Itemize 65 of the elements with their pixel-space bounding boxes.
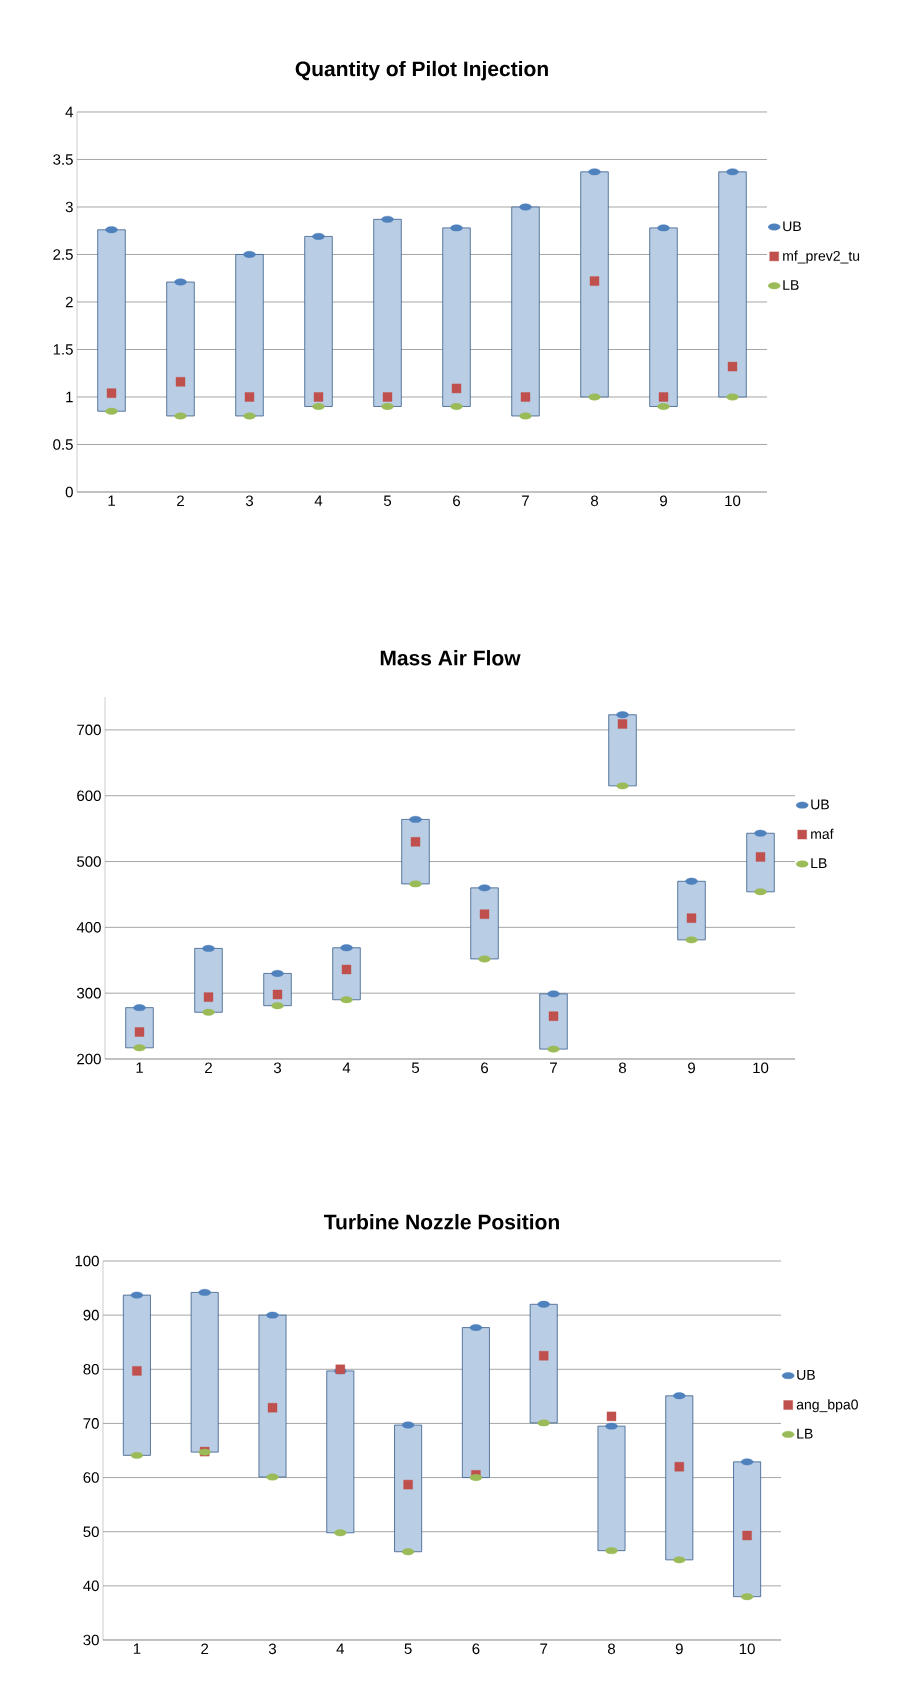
x-tick-label: 2 (201, 1643, 209, 1654)
x-tick-label: 3 (245, 495, 254, 507)
legend-label: LB (797, 1428, 813, 1439)
x-tick-label: 9 (660, 495, 667, 507)
y-tick-label: 2.5 (53, 249, 73, 260)
x-tick-label: 4 (342, 1062, 351, 1073)
x-tick-label: 2 (177, 495, 184, 506)
legend-label: ang_bpa0 (796, 1399, 858, 1413)
chart-title: Turbine Nozzle Position (324, 1214, 559, 1230)
y-tick-label: 60 (83, 1472, 99, 1483)
x-tick-label: 10 (753, 1062, 769, 1074)
y-tick-label: 0 (65, 486, 73, 498)
y-tick-label: 700 (77, 724, 101, 736)
y-tick-label: 200 (77, 1053, 101, 1065)
legend-label: LB (783, 280, 799, 290)
y-tick-label: 50 (83, 1526, 99, 1538)
x-tick-label: 6 (453, 495, 461, 507)
x-tick-label: 7 (550, 1062, 557, 1073)
y-tick-label: 300 (77, 987, 101, 999)
y-tick-label: 1 (66, 391, 73, 403)
x-tick-label: 7 (540, 1643, 548, 1654)
y-tick-label: 40 (83, 1580, 99, 1592)
y-tick-label: 600 (77, 790, 101, 802)
x-tick-label: 10 (739, 1643, 755, 1655)
y-tick-label: 4 (65, 106, 74, 118)
legend-label: UB (797, 1370, 815, 1380)
y-tick-label: 3.5 (53, 154, 73, 165)
y-tick-label: 100 (75, 1255, 99, 1267)
x-tick-label: 3 (268, 1643, 277, 1655)
y-tick-label: 70 (83, 1418, 99, 1429)
chart-title: Mass Air Flow (380, 650, 521, 666)
x-tick-label: 1 (108, 495, 115, 506)
x-tick-label: 1 (133, 1643, 141, 1654)
x-tick-label: 2 (205, 1062, 212, 1073)
legend-label: UB (811, 799, 829, 810)
y-tick-label: 2 (65, 296, 73, 308)
y-tick-label: 3 (65, 201, 73, 213)
x-tick-label: 10 (725, 495, 741, 507)
x-tick-label: 5 (404, 1643, 412, 1654)
legend-label: maf (811, 828, 834, 840)
y-tick-label: 500 (77, 856, 101, 867)
x-tick-label: 8 (607, 1643, 616, 1655)
y-tick-label: 80 (83, 1363, 99, 1375)
x-tick-label: 6 (481, 1062, 489, 1074)
x-tick-label: 5 (383, 495, 392, 506)
x-tick-label: 3 (273, 1062, 282, 1074)
y-tick-label: 90 (83, 1309, 99, 1321)
legend-label: LB (811, 858, 827, 868)
x-tick-label: 8 (591, 495, 599, 507)
y-tick-label: 0.5 (53, 439, 73, 450)
x-tick-label: 1 (136, 1062, 143, 1073)
x-tick-label: 4 (314, 495, 323, 506)
x-tick-label: 9 (675, 1643, 683, 1655)
x-tick-label: 5 (411, 1062, 420, 1073)
x-tick-label: 8 (619, 1062, 627, 1074)
x-tick-label: 7 (522, 495, 529, 506)
x-tick-label: 6 (472, 1643, 480, 1655)
x-tick-label: 4 (336, 1643, 345, 1654)
legend-label: UB (783, 221, 801, 232)
y-tick-label: 1.5 (53, 344, 73, 355)
y-tick-label: 400 (76, 922, 101, 933)
x-tick-label: 9 (688, 1062, 695, 1074)
chart-title: Quantity of Pilot Injection (295, 60, 548, 81)
legend-label: mf_prev2_tu (783, 250, 860, 264)
y-tick-label: 30 (83, 1634, 99, 1646)
